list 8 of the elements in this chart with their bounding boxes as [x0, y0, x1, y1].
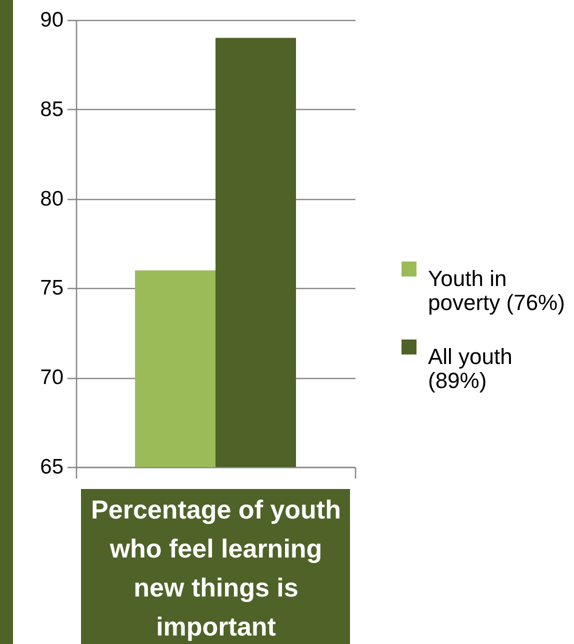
- y-tick-label: 85: [40, 98, 64, 121]
- y-tick-label: 70: [40, 366, 64, 390]
- y-tick-label: 90: [40, 8, 64, 32]
- legend-label: All youth (89%): [428, 344, 512, 393]
- legend-label: Youth in poverty (76%): [428, 266, 565, 315]
- y-tick-label: 65: [40, 456, 64, 478]
- y-tick-label: 80: [40, 187, 64, 210]
- y-tick-label: 75: [40, 276, 64, 300]
